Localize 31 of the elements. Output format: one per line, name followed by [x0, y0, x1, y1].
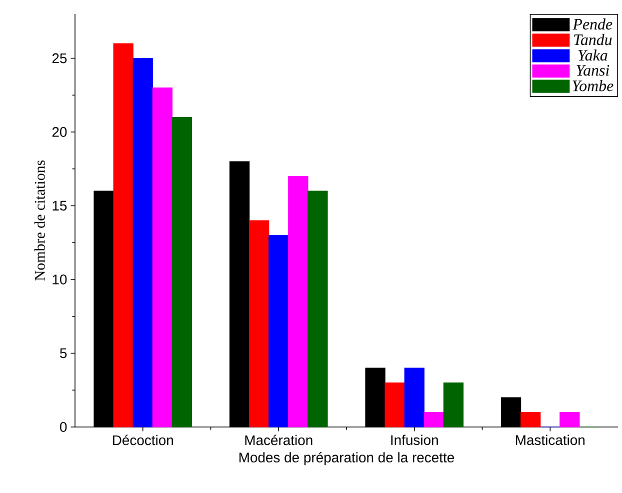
bar	[443, 382, 464, 428]
legend-label: Pende	[572, 18, 612, 30]
x-axis-title: Modes de préparation de la recette	[239, 452, 454, 466]
x-tick-label: Décoction	[113, 434, 173, 446]
y-tick-label: 15	[52, 200, 67, 211]
x-tick-label: Macération	[245, 434, 312, 446]
bar	[113, 43, 134, 428]
bar	[268, 234, 289, 428]
x-tick-label: Infusion	[391, 434, 438, 446]
y-tick-label: 25	[52, 53, 67, 64]
y-tick-label: 5	[60, 348, 67, 358]
bar	[424, 412, 444, 428]
legend-label: Yansi	[576, 65, 610, 76]
bar	[308, 190, 328, 428]
x-tick-label: Mastication	[516, 434, 584, 446]
bar	[249, 220, 270, 428]
legend-label: Tandu	[574, 34, 612, 46]
bar	[152, 87, 172, 428]
bar	[560, 412, 580, 428]
bar	[404, 368, 424, 428]
bar	[288, 176, 308, 428]
y-axis-title: Nombre de citations	[34, 160, 45, 281]
bar	[384, 382, 405, 428]
bar	[172, 116, 192, 428]
legend-label: Yaka	[578, 49, 608, 61]
bar	[132, 58, 153, 428]
y-tick-label: 10	[52, 274, 67, 284]
bar	[520, 412, 541, 428]
y-tick-label: 20	[52, 127, 67, 137]
legend-label: Yombe	[572, 80, 614, 92]
y-tick-label: 0	[60, 422, 67, 432]
